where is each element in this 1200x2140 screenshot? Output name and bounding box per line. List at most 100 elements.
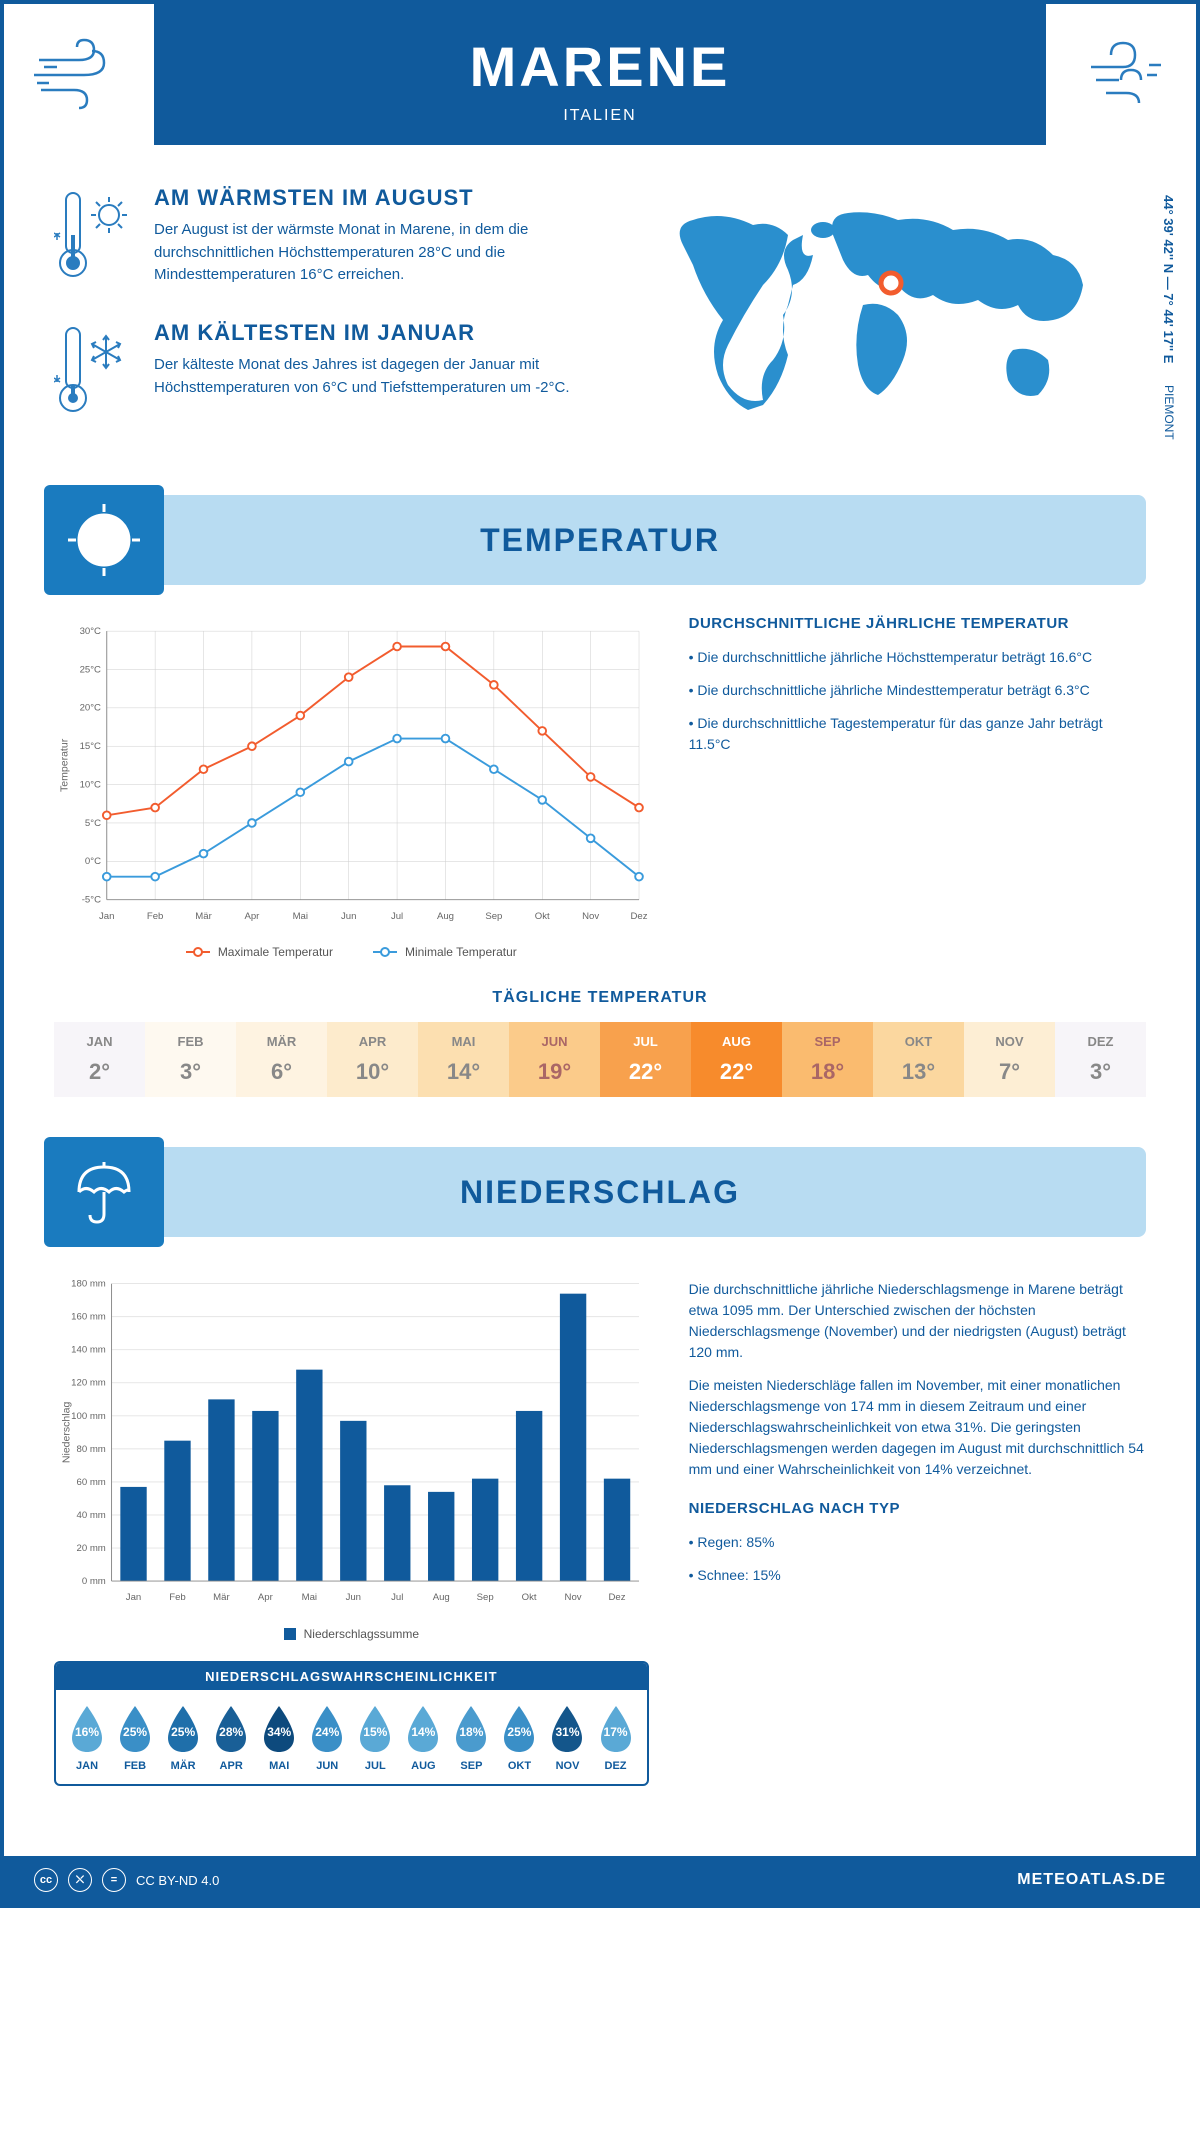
svg-text:Mär: Mär	[195, 911, 212, 922]
svg-text:Apr: Apr	[244, 911, 260, 922]
intro-section: AM WÄRMSTEN IM AUGUST Der August ist der…	[54, 185, 1146, 455]
coordinates: 44° 39' 42'' N — 7° 44' 17'' E	[1161, 195, 1176, 363]
precip-type-0: • Regen: 85%	[689, 1532, 1146, 1553]
svg-text:Sep: Sep	[485, 911, 502, 922]
svg-text:0°C: 0°C	[85, 856, 101, 867]
precipitation-chart-row: 0 mm20 mm40 mm60 mm80 mm100 mm120 mm140 …	[54, 1267, 1146, 1786]
svg-text:120 mm: 120 mm	[71, 1378, 106, 1389]
temp-cell: APR10°	[327, 1022, 418, 1097]
region-label: PIEMONT	[1162, 385, 1176, 440]
precip-text-2: Die meisten Niederschläge fallen im Nove…	[689, 1375, 1146, 1480]
prob-item: 25%OKT	[496, 1702, 542, 1772]
coldest-title: AM KÄLTESTEN IM JANUAR	[154, 320, 580, 346]
temp-cell: MÄR6°	[236, 1022, 327, 1097]
precipitation-text: Die durchschnittliche jährliche Niedersc…	[689, 1267, 1146, 1786]
prob-item: 18%SEP	[448, 1702, 494, 1772]
precip-type-1: • Schnee: 15%	[689, 1565, 1146, 1586]
footer-site: METEOATLAS.DE	[1017, 1871, 1166, 1889]
temperature-chart: -5°C0°C5°C10°C15°C20°C25°C30°CJanFebMärA…	[54, 615, 649, 959]
temp-cell: MAI14°	[418, 1022, 509, 1097]
precip-text-1: Die durchschnittliche jährliche Niedersc…	[689, 1279, 1146, 1363]
temp-cell: NOV7°	[964, 1022, 1055, 1097]
map-block: 44° 39' 42'' N — 7° 44' 17'' E PIEMONT	[620, 185, 1146, 455]
coldest-description: Der kälteste Monat des Jahres ist dagege…	[154, 354, 580, 399]
legend-min: Minimale Temperatur	[405, 945, 517, 959]
temp-cell: SEP18°	[782, 1022, 873, 1097]
svg-text:100 mm: 100 mm	[71, 1411, 106, 1422]
daily-temp-title: TÄGLICHE TEMPERATUR	[54, 989, 1146, 1007]
svg-text:Mai: Mai	[293, 911, 308, 922]
temp-cell: AUG22°	[691, 1022, 782, 1097]
page-container: MARENE ITALIEN	[0, 0, 1200, 1908]
svg-text:80 mm: 80 mm	[77, 1444, 106, 1455]
prob-item: 14%AUG	[400, 1702, 446, 1772]
svg-text:Jun: Jun	[346, 1592, 361, 1603]
temperature-legend: .legend-line[style*='f25c2e']::before{bo…	[54, 945, 649, 959]
svg-text:Jul: Jul	[391, 911, 403, 922]
prob-item: 28%APR	[208, 1702, 254, 1772]
header-wind-left	[4, 4, 154, 145]
svg-text:Okt: Okt	[535, 911, 550, 922]
svg-text:Sep: Sep	[477, 1592, 494, 1603]
nd-icon: =	[102, 1868, 126, 1892]
content: AM WÄRMSTEN IM AUGUST Der August ist der…	[4, 145, 1196, 1856]
by-icon: ⛌	[68, 1868, 92, 1892]
svg-text:Mär: Mär	[213, 1592, 230, 1603]
wind-icon	[1071, 35, 1171, 115]
svg-text:Jan: Jan	[99, 911, 114, 922]
prob-item: 17%DEZ	[593, 1702, 639, 1772]
svg-text:Nov: Nov	[582, 911, 599, 922]
legend-max: Maximale Temperatur	[218, 945, 333, 959]
page-title: MARENE	[4, 34, 1196, 99]
prob-item: 25%MÄR	[160, 1702, 206, 1772]
svg-text:Nov: Nov	[565, 1592, 582, 1603]
world-map-icon	[620, 185, 1146, 445]
svg-text:Jun: Jun	[341, 911, 356, 922]
svg-text:30°C: 30°C	[80, 626, 101, 637]
temp-cell: DEZ3°	[1055, 1022, 1146, 1097]
svg-text:Feb: Feb	[147, 911, 164, 922]
wind-icon	[29, 35, 129, 115]
footer: cc ⛌ = CC BY-ND 4.0 METEOATLAS.DE	[4, 1856, 1196, 1904]
temperature-avg-text: DURCHSCHNITTLICHE JÄHRLICHE TEMPERATUR •…	[689, 615, 1146, 959]
prob-item: 34%MAI	[256, 1702, 302, 1772]
avg-temp-title: DURCHSCHNITTLICHE JÄHRLICHE TEMPERATUR	[689, 615, 1146, 632]
header: MARENE ITALIEN	[4, 4, 1196, 145]
svg-text:Mai: Mai	[302, 1592, 317, 1603]
precipitation-chart: 0 mm20 mm40 mm60 mm80 mm100 mm120 mm140 …	[54, 1267, 649, 1786]
intro-left: AM WÄRMSTEN IM AUGUST Der August ist der…	[54, 185, 580, 455]
footer-license: cc ⛌ = CC BY-ND 4.0	[34, 1868, 219, 1892]
location-marker	[881, 273, 901, 293]
svg-text:-5°C: -5°C	[82, 895, 101, 906]
temp-cell: FEB3°	[145, 1022, 236, 1097]
svg-text:Okt: Okt	[522, 1592, 537, 1603]
warmest-title: AM WÄRMSTEN IM AUGUST	[154, 185, 580, 211]
warmest-block: AM WÄRMSTEN IM AUGUST Der August ist der…	[54, 185, 580, 290]
daily-temp-table: JAN2°FEB3°MÄR6°APR10°MAI14°JUN19°JUL22°A…	[54, 1022, 1146, 1097]
precip-legend: Niederschlagssumme	[54, 1627, 649, 1641]
prob-title: NIEDERSCHLAGSWAHRSCHEINLICHKEIT	[56, 1663, 647, 1690]
prob-item: 16%JAN	[64, 1702, 110, 1772]
prob-item: 15%JUL	[352, 1702, 398, 1772]
svg-text:Jan: Jan	[126, 1592, 141, 1603]
svg-text:20 mm: 20 mm	[77, 1543, 106, 1554]
svg-text:Aug: Aug	[437, 911, 454, 922]
svg-text:Apr: Apr	[258, 1592, 274, 1603]
avg-point-2: • Die durchschnittliche Tagestemperatur …	[689, 713, 1146, 755]
svg-text:160 mm: 160 mm	[71, 1312, 106, 1323]
svg-text:Jul: Jul	[391, 1592, 403, 1603]
temperature-title: TEMPERATUR	[480, 522, 720, 559]
coldest-block: AM KÄLTESTEN IM JANUAR Der kälteste Mona…	[54, 320, 580, 425]
precip-type-title: NIEDERSCHLAG NACH TYP	[689, 1500, 1146, 1517]
cc-icon: cc	[34, 1868, 58, 1892]
precipitation-section-header: NIEDERSCHLAG	[54, 1147, 1146, 1237]
svg-text:25°C: 25°C	[80, 664, 101, 675]
temperature-section-header: TEMPERATUR	[54, 495, 1146, 585]
prob-item: 25%FEB	[112, 1702, 158, 1772]
temp-cell: OKT13°	[873, 1022, 964, 1097]
temperature-chart-row: -5°C0°C5°C10°C15°C20°C25°C30°CJanFebMärA…	[54, 615, 1146, 959]
temp-cell: JUL22°	[600, 1022, 691, 1097]
temp-cell: JUN19°	[509, 1022, 600, 1097]
svg-text:40 mm: 40 mm	[77, 1510, 106, 1521]
header-wind-right	[1046, 4, 1196, 145]
